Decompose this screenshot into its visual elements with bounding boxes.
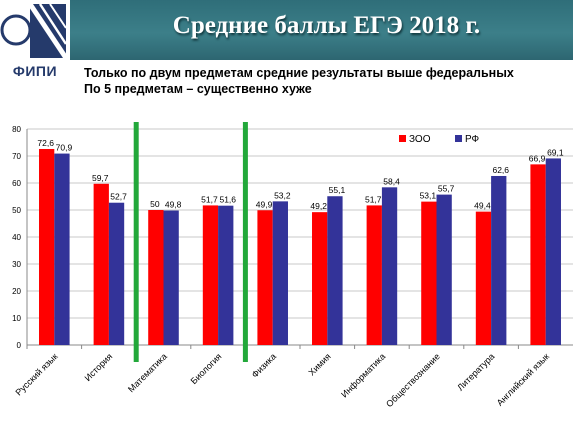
fipi-logo: ФИПИ bbox=[0, 0, 70, 88]
y-tick-label: 50 bbox=[12, 206, 21, 215]
legend-label: ЗОО bbox=[409, 134, 431, 145]
bar-zoo bbox=[257, 210, 273, 345]
subtitle-line-2: По 5 предметам – существенно хуже bbox=[84, 82, 312, 96]
data-label: 69,1 bbox=[547, 147, 564, 157]
category-label: Литература bbox=[455, 351, 496, 392]
subtitle-line-1: Только по двум предметам средние результ… bbox=[84, 66, 514, 80]
bar-rf bbox=[163, 210, 179, 345]
category-label: История bbox=[83, 351, 115, 383]
bar-zoo bbox=[475, 211, 492, 345]
y-tick-label: 30 bbox=[12, 260, 21, 269]
slide-title: Средние баллы ЕГЭ 2018 г. bbox=[172, 12, 481, 39]
category-label: Математика bbox=[126, 351, 169, 394]
legend-swatch bbox=[455, 135, 462, 142]
legend-label: РФ bbox=[465, 134, 480, 145]
data-label: 49,2 bbox=[310, 201, 327, 211]
data-label: 49,8 bbox=[165, 200, 182, 210]
category-label: Физика bbox=[250, 351, 278, 379]
category-label: Информатика bbox=[339, 351, 387, 399]
bar-zoo bbox=[530, 164, 546, 345]
bar-rf bbox=[54, 153, 70, 345]
data-label: 59,7 bbox=[92, 173, 109, 183]
bar-zoo bbox=[39, 148, 55, 345]
data-label: 51,7 bbox=[201, 194, 218, 204]
data-label: 55,7 bbox=[438, 184, 455, 194]
data-label: 53,1 bbox=[420, 191, 437, 201]
category-label: Английский язык bbox=[495, 351, 551, 407]
logo-text: ФИПИ bbox=[12, 63, 58, 79]
bar-rf bbox=[108, 202, 125, 345]
bar-chart: 0 10 20 30 40 50 60 70 80 72,6 70,9 Русский язык 59,… bbox=[12, 122, 573, 409]
data-label: 52,7 bbox=[110, 192, 127, 202]
category-label: Химия bbox=[306, 351, 332, 377]
data-label: 58,4 bbox=[383, 176, 400, 186]
data-label: 49,4 bbox=[474, 201, 491, 211]
bar-zoo bbox=[148, 210, 164, 345]
data-label: 50 bbox=[150, 199, 160, 209]
bar-zoo bbox=[366, 205, 382, 345]
chart-area: 0 10 20 30 40 50 60 70 80 72,6 70,9 Русский язык 59,… bbox=[0, 100, 573, 433]
logo-emblem-icon bbox=[0, 2, 69, 60]
category-label: Биология bbox=[189, 351, 224, 386]
y-tick-label: 40 bbox=[12, 233, 21, 242]
title-banner: Средние баллы ЕГЭ 2018 г. bbox=[0, 0, 573, 60]
data-label: 70,9 bbox=[56, 143, 73, 153]
data-label: 72,6 bbox=[37, 138, 54, 148]
data-label: 62,6 bbox=[492, 165, 509, 175]
bar-rf bbox=[545, 158, 561, 345]
bar-zoo bbox=[93, 183, 109, 345]
category-label: Русский язык bbox=[14, 351, 60, 397]
y-tick-label: 60 bbox=[12, 179, 21, 188]
bar-zoo bbox=[202, 205, 219, 345]
bar-zoo bbox=[312, 212, 328, 345]
bar-zoo bbox=[421, 201, 437, 345]
data-label: 66,9 bbox=[529, 153, 546, 163]
data-label: 51,7 bbox=[365, 194, 382, 204]
bar-rf bbox=[436, 194, 452, 345]
bar-rf bbox=[218, 205, 234, 345]
y-tick-label: 80 bbox=[12, 125, 21, 134]
category-label: Обществознание bbox=[384, 351, 442, 409]
data-label: 53,2 bbox=[274, 190, 291, 200]
bar-rf bbox=[327, 196, 343, 345]
y-tick-label: 0 bbox=[17, 341, 22, 350]
y-tick-label: 10 bbox=[12, 314, 21, 323]
data-label: 49,9 bbox=[256, 199, 273, 209]
data-label: 55,1 bbox=[329, 185, 346, 195]
bar-rf bbox=[491, 175, 507, 345]
subtitle-box: Только по двум предметам средние результ… bbox=[78, 62, 573, 100]
y-tick-label: 20 bbox=[12, 287, 21, 296]
data-label: 51,6 bbox=[219, 195, 236, 205]
bar-rf bbox=[381, 187, 398, 345]
y-tick-label: 70 bbox=[12, 152, 21, 161]
legend-swatch bbox=[399, 135, 406, 142]
bar-rf bbox=[272, 201, 288, 345]
